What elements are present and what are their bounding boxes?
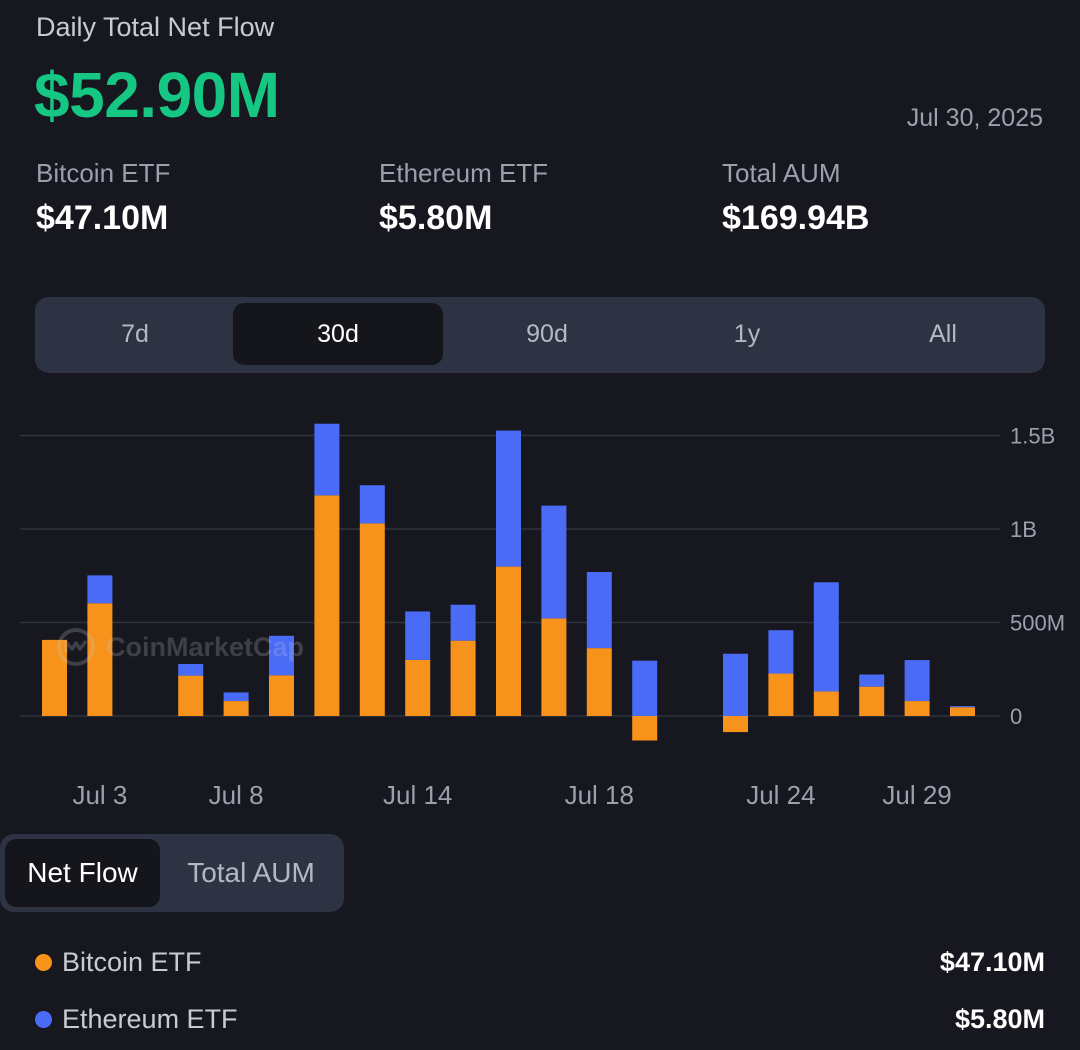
y-tick-label: 500M <box>1010 611 1065 636</box>
view-toggle: Net Flow Total AUM <box>0 834 344 912</box>
y-tick-label: 1B <box>1010 517 1037 542</box>
x-tick-label: Jul 14 <box>383 780 452 810</box>
stat-bitcoin-etf: Bitcoin ETF $47.10M <box>36 158 170 238</box>
range-tab-1y[interactable]: 1y <box>733 319 761 348</box>
watermark-text: CoinMarketCap <box>106 631 305 662</box>
bar-ethereum[interactable] <box>586 572 612 649</box>
bar-bitcoin[interactable] <box>269 675 294 716</box>
bar-bitcoin[interactable] <box>314 495 340 716</box>
bar-bitcoin[interactable] <box>178 675 204 716</box>
bar-bitcoin[interactable] <box>768 673 794 716</box>
bar-ethereum[interactable] <box>269 635 294 676</box>
bar-bitcoin[interactable] <box>813 691 839 716</box>
page-title: Daily Total Net Flow <box>36 12 275 42</box>
stat-value: $47.10M <box>36 199 169 237</box>
stat-label: Total AUM <box>722 158 841 188</box>
bar-ethereum[interactable] <box>223 692 249 702</box>
x-tick-label: Jul 24 <box>746 780 815 810</box>
bar-ethereum[interactable] <box>178 664 204 676</box>
date-label: Jul 30, 2025 <box>906 104 1043 132</box>
range-tab-30d[interactable]: 30d <box>233 303 443 365</box>
bar-bitcoin[interactable] <box>405 659 431 716</box>
bar-ethereum[interactable] <box>359 485 385 524</box>
bar-ethereum[interactable] <box>904 660 930 702</box>
bar-ethereum[interactable] <box>405 611 431 660</box>
bar-ethereum[interactable] <box>541 505 567 619</box>
stat-value: $5.80M <box>379 199 493 237</box>
bar-ethereum[interactable] <box>950 706 975 708</box>
bar-bitcoin[interactable] <box>541 618 567 716</box>
coinmarketcap-logo-icon <box>57 628 95 666</box>
bar-bitcoin[interactable] <box>632 716 658 741</box>
bar-bitcoin[interactable] <box>950 707 975 716</box>
bar-bitcoin[interactable] <box>450 640 476 716</box>
x-tick-label: Jul 3 <box>72 780 127 810</box>
legend-item-ethereum-etf: Ethereum ETF $5.80M <box>35 999 1045 1039</box>
range-tab-all[interactable]: All <box>929 319 957 348</box>
bar-ethereum[interactable] <box>768 630 794 674</box>
y-tick-label: 0 <box>1010 704 1022 729</box>
bar-bitcoin[interactable] <box>223 701 249 716</box>
legend-item-bitcoin-etf: Bitcoin ETF $47.10M <box>35 942 1045 982</box>
stat-label: Ethereum ETF <box>379 158 549 188</box>
bar-ethereum[interactable] <box>723 653 748 716</box>
watermark: CoinMarketCap <box>56 627 304 667</box>
toggle-net-flow[interactable]: Net Flow <box>5 839 160 907</box>
stat-ethereum-etf: Ethereum ETF $5.80M <box>379 158 548 238</box>
bar-bitcoin[interactable] <box>904 701 930 716</box>
bar-ethereum[interactable] <box>450 604 476 641</box>
bar-bitcoin[interactable] <box>496 566 521 716</box>
bitcoin-dot-icon <box>35 953 52 971</box>
net-flow-chart: 1.5B 1B 500M 0 Jul 3 Jul 8 Jul 14 Jul 18 Jul 24 J… <box>20 423 1065 810</box>
x-tick-label: Jul 18 <box>565 780 634 810</box>
toggle-total-aum[interactable]: Total AUM <box>187 857 315 888</box>
bar-bitcoin[interactable] <box>586 648 612 716</box>
legend-label: Ethereum ETF <box>62 1003 238 1034</box>
net-flow-value: $52.90M <box>34 59 280 131</box>
bar-ethereum[interactable] <box>632 660 658 716</box>
stat-total-aum: Total AUM $169.94B <box>722 158 869 238</box>
x-tick-label: Jul 8 <box>209 780 264 810</box>
range-tab-7d[interactable]: 7d <box>121 319 149 348</box>
legend-value: $47.10M <box>939 946 1045 977</box>
bar-ethereum[interactable] <box>813 582 839 692</box>
range-tab-90d[interactable]: 90d <box>526 319 568 348</box>
bar-bitcoin[interactable] <box>87 603 113 716</box>
time-range-selector: 7d 30d 90d 1y All <box>35 297 1045 373</box>
stat-value: $169.94B <box>722 199 870 237</box>
bar-ethereum[interactable] <box>496 430 521 567</box>
bar-bitcoin[interactable] <box>723 716 748 733</box>
y-tick-label: 1.5B <box>1010 424 1055 449</box>
ethereum-dot-icon <box>35 1010 52 1028</box>
bar-ethereum[interactable] <box>859 674 885 687</box>
legend-value: $5.80M <box>954 1003 1045 1034</box>
bar-bitcoin[interactable] <box>859 686 885 716</box>
bar-ethereum[interactable] <box>314 423 340 496</box>
x-tick-label: Jul 29 <box>882 780 951 810</box>
legend-label: Bitcoin ETF <box>62 946 202 977</box>
stat-label: Bitcoin ETF <box>36 158 171 188</box>
bar-ethereum[interactable] <box>87 575 113 604</box>
bar-bitcoin[interactable] <box>359 523 385 716</box>
bar-bitcoin[interactable] <box>42 639 67 716</box>
